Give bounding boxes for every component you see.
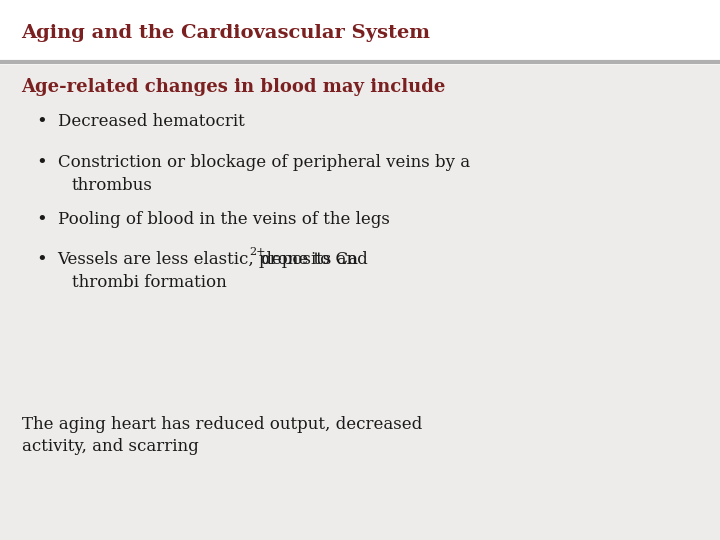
Text: Aging and the Cardiovascular System: Aging and the Cardiovascular System [22, 24, 431, 42]
Text: •: • [36, 251, 47, 269]
Text: Vessels are less elastic, prone to Ca: Vessels are less elastic, prone to Ca [58, 251, 359, 268]
Text: •: • [36, 154, 47, 172]
Text: Age-related changes in blood may include: Age-related changes in blood may include [22, 78, 446, 96]
Text: •: • [36, 113, 47, 131]
Text: •: • [36, 211, 47, 228]
Text: Pooling of blood in the veins of the legs: Pooling of blood in the veins of the leg… [58, 211, 390, 227]
Text: Constriction or blockage of peripheral veins by a: Constriction or blockage of peripheral v… [58, 154, 469, 171]
Text: The aging heart has reduced output, decreased: The aging heart has reduced output, decr… [22, 416, 422, 433]
Text: 2+: 2+ [249, 247, 266, 257]
Text: deposits and: deposits and [256, 251, 367, 268]
Text: activity, and scarring: activity, and scarring [22, 438, 198, 455]
Text: thrombi formation: thrombi formation [72, 274, 227, 291]
Text: Decreased hematocrit: Decreased hematocrit [58, 113, 244, 130]
Text: thrombus: thrombus [72, 177, 153, 194]
